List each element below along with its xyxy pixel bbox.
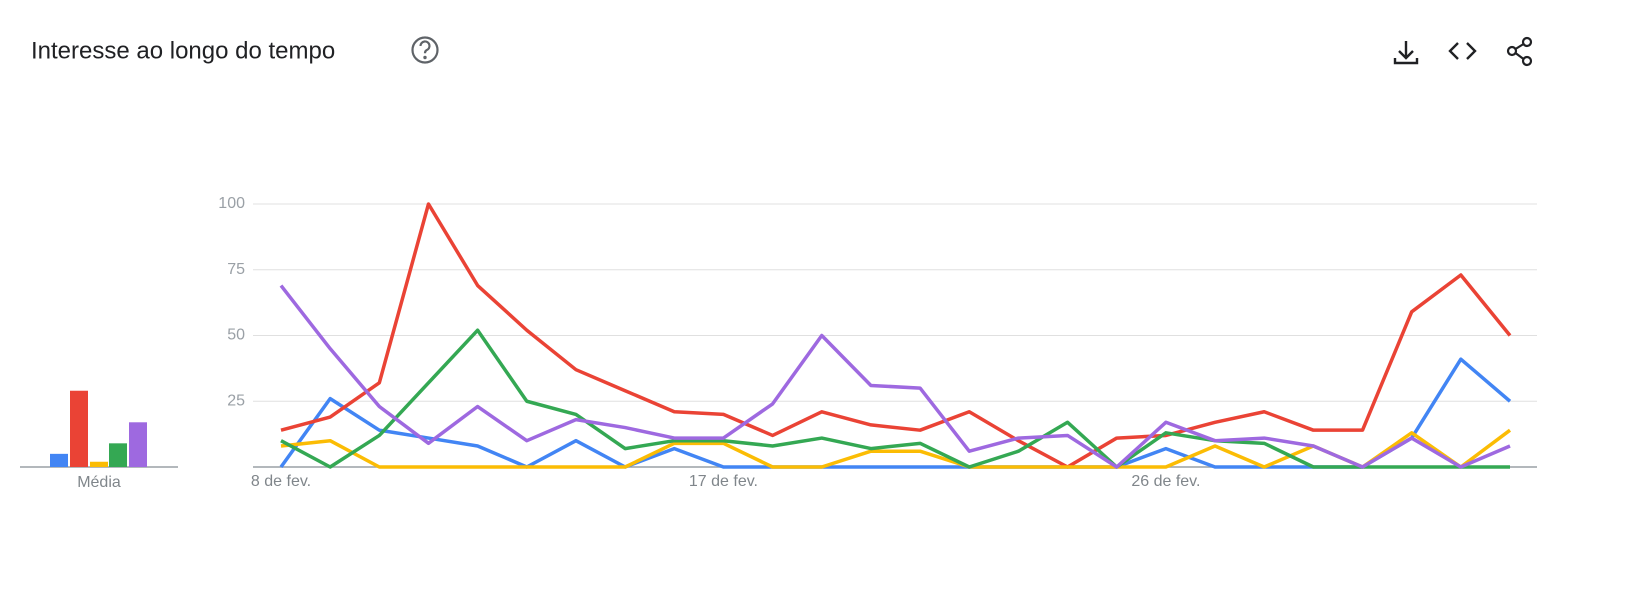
y-tick-label: 100 xyxy=(218,195,245,212)
average-label: Média xyxy=(77,474,121,491)
average-bar xyxy=(50,453,68,467)
embed-icon[interactable] xyxy=(1448,42,1477,60)
y-tick-label: 25 xyxy=(227,392,245,409)
average-bar xyxy=(129,422,147,467)
series-line xyxy=(280,202,1512,469)
series-line xyxy=(279,284,1511,469)
series-line xyxy=(280,328,1510,469)
help-icon[interactable] xyxy=(411,36,439,64)
y-tick-label: 75 xyxy=(227,261,245,278)
average-bar xyxy=(109,443,127,467)
series-line xyxy=(280,428,1512,469)
average-bar xyxy=(70,390,88,467)
share-icon[interactable] xyxy=(1506,36,1533,67)
y-tick-label: 50 xyxy=(227,327,245,344)
x-tick-label: 26 de fev. xyxy=(1131,473,1200,490)
x-tick-label: 8 de fev. xyxy=(251,473,311,490)
x-tick-label: 17 de fev. xyxy=(689,473,758,490)
average-bar xyxy=(90,461,108,467)
series-line xyxy=(279,357,1512,469)
chart-title: Interesse ao longo do tempo xyxy=(31,37,335,64)
download-icon[interactable] xyxy=(1393,41,1419,65)
